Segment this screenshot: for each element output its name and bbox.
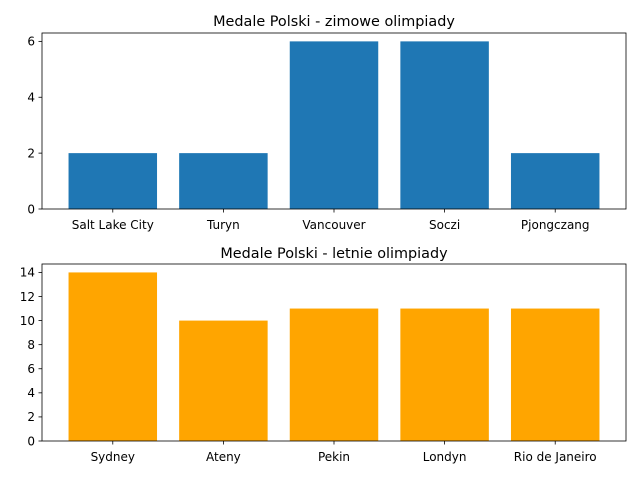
- x-tick-label: Londyn: [423, 450, 467, 464]
- bar-salt-lake-city: [68, 153, 158, 209]
- bar-turyn: [179, 153, 268, 209]
- y-tick-label: 2: [27, 410, 35, 424]
- chart-summer-olympics: Medale Polski - letnie olimpiady 0 2 4 6 8 10…: [20, 246, 627, 464]
- bar-ateny: [179, 320, 268, 441]
- x-tick-label: Vancouver: [302, 218, 365, 232]
- bar-sydney: [68, 272, 158, 441]
- bar-group: [68, 41, 600, 209]
- x-tick-label: Pekin: [318, 450, 350, 464]
- x-axis: Sydney Ateny Pekin Londyn Rio de Janeiro: [91, 441, 597, 464]
- x-tick-label: Rio de Janeiro: [514, 450, 597, 464]
- x-tick-label: Soczi: [429, 218, 460, 232]
- x-tick-label: Salt Lake City: [72, 218, 154, 232]
- x-tick-label: Sydney: [91, 450, 135, 464]
- x-axis: Salt Lake City Turyn Vancouver Soczi Pjongcz…: [72, 209, 590, 232]
- chart-winter-olympics: Medale Polski - zimowe olimpiady 0 2 4 6 Sa…: [27, 14, 627, 232]
- y-tick-label: 8: [27, 338, 35, 352]
- y-tick-label: 6: [27, 362, 35, 376]
- chart-title: Medale Polski - letnie olimpiady: [220, 246, 448, 262]
- bar-soczi: [400, 41, 489, 209]
- y-tick-label: 0: [27, 202, 35, 216]
- bar-pjongczang: [510, 153, 600, 209]
- bar-vancouver: [289, 41, 379, 209]
- x-tick-label: Turyn: [206, 218, 240, 232]
- bar-rio-de-janeiro: [510, 308, 600, 441]
- y-tick-label: 10: [20, 314, 35, 328]
- y-tick-label: 2: [27, 146, 35, 160]
- y-axis: 0 2 4 6: [27, 35, 42, 216]
- y-tick-label: 0: [27, 434, 35, 448]
- chart-title: Medale Polski - zimowe olimpiady: [213, 14, 455, 30]
- y-tick-label: 4: [27, 91, 35, 105]
- y-tick-label: 12: [20, 290, 35, 304]
- y-axis: 0 2 4 6 8 10 12 14: [20, 266, 42, 448]
- y-tick-label: 4: [27, 386, 35, 400]
- bar-group: [68, 272, 600, 441]
- x-tick-label: Ateny: [206, 450, 241, 464]
- y-tick-label: 14: [20, 266, 35, 280]
- bar-londyn: [400, 308, 489, 441]
- y-tick-label: 6: [27, 35, 35, 49]
- plot-frame: [41, 263, 627, 442]
- bar-pekin: [289, 308, 379, 441]
- x-tick-label: Pjongczang: [521, 218, 590, 232]
- plot-frame: [41, 32, 627, 210]
